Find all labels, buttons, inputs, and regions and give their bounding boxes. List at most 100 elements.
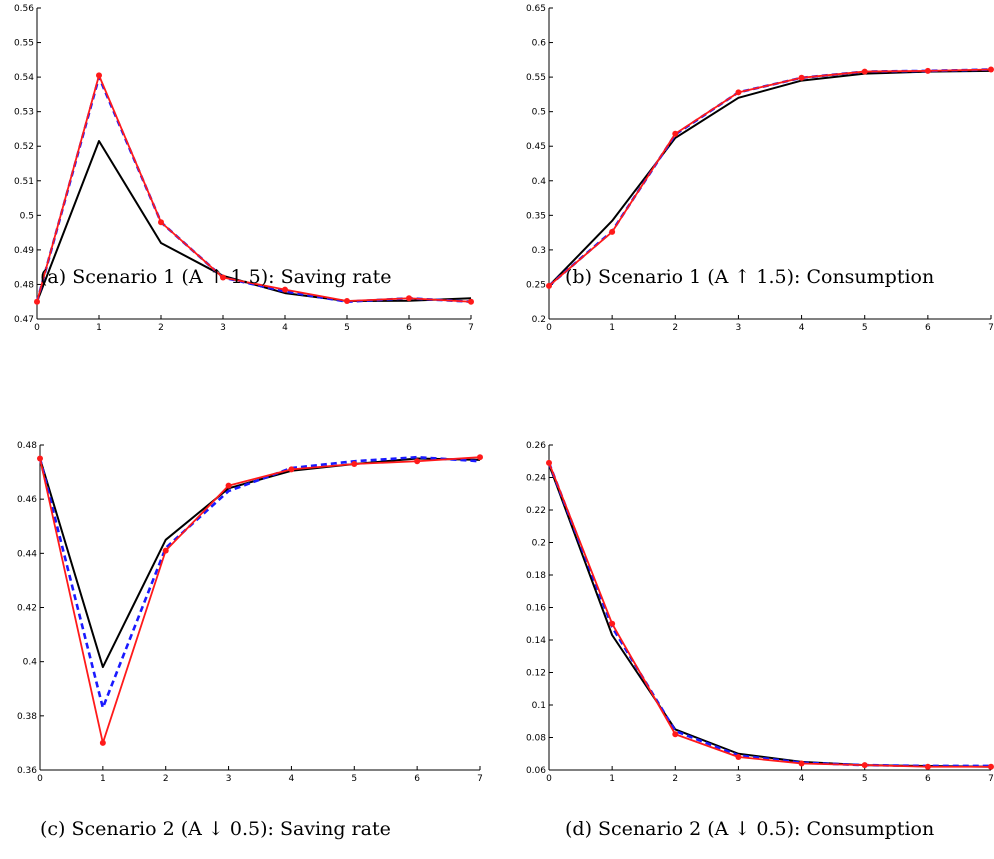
- y-tick-label: 0.52: [14, 142, 34, 152]
- y-tick-label: 0.36: [17, 766, 37, 776]
- x-tick-label: 7: [988, 323, 994, 333]
- caption-b: (b) Scenario 1 (A ↑ 1.5): Consumption: [565, 266, 935, 288]
- y-tick-label: 0.26: [526, 441, 546, 451]
- series-point-red: [546, 459, 552, 466]
- y-tick-label: 0.55: [14, 39, 34, 49]
- series-line-dashed-blue: [547, 462, 991, 768]
- series-point-red: [477, 454, 483, 461]
- caption-a: (a) Scenario 1 (A ↑ 1.5): Saving rate: [40, 266, 392, 288]
- chart-panel-c: 0.36 0.38 0.4 0.42 0.44 0.46 0.48 0 1 2 3 4 5 6 7: [0, 430, 483, 790]
- y-tick-label: 0.3: [532, 246, 546, 256]
- y-tick-label: 0.42: [17, 604, 37, 614]
- series-point-red: [96, 72, 102, 79]
- series-point-red: [672, 731, 679, 738]
- series-point-red: [468, 298, 474, 305]
- x-tick-label: 1: [609, 323, 615, 333]
- x-tick-label: 2: [158, 323, 164, 333]
- series-point-red: [924, 67, 931, 74]
- series-point-red: [546, 282, 552, 289]
- consumption-scenario-2-chart: 0.06 0.08 0.1 0.12 0.14 0.16 0.18 0.2 0.22 0.24 0.…: [526, 441, 994, 784]
- y-tick-label: 0.1: [532, 701, 546, 711]
- y-tick-label: 0.53: [14, 108, 34, 118]
- x-tick-label: 5: [862, 774, 868, 784]
- series-point-red: [220, 274, 226, 281]
- series-point-red: [988, 66, 994, 73]
- y-tick-label: 0.65: [526, 4, 546, 14]
- series-point-red: [158, 219, 164, 226]
- y-tick-label: 0.48: [14, 280, 34, 290]
- series-line-solid-red-dots: [36, 74, 472, 303]
- series-line-solid-black: [548, 69, 992, 287]
- y-tick-label: 0.16: [526, 604, 546, 614]
- y-tick-label: 0.44: [17, 549, 37, 559]
- x-tick-label: 7: [468, 323, 474, 333]
- x-tick-label: 0: [546, 323, 552, 333]
- x-tick-label: 2: [672, 323, 678, 333]
- y-tick-label: 0.38: [17, 712, 37, 722]
- x-tick-label: 6: [414, 774, 420, 784]
- y-tick-label: 0.25: [526, 280, 546, 290]
- series-point-red: [99, 739, 106, 746]
- x-tick-label: 3: [736, 774, 742, 784]
- y-tick-label: 0.54: [14, 73, 34, 83]
- series-point-red: [861, 762, 868, 769]
- y-tick-label: 0.18: [526, 571, 546, 581]
- caption-d: (d) Scenario 2 (A ↓ 0.5): Consumption: [565, 818, 935, 840]
- x-tick-label: 3: [226, 774, 232, 784]
- series-line-solid-red-dots: [548, 462, 991, 768]
- series-point-red: [861, 68, 868, 75]
- series-point-red: [609, 620, 616, 627]
- x-tick-label: 0: [34, 323, 40, 333]
- y-tick-label: 0.4: [23, 658, 38, 668]
- series-point-red: [162, 547, 169, 554]
- y-tick-label: 0.5: [532, 108, 546, 118]
- series-line-dashed-blue: [38, 455, 481, 710]
- series-point-red: [735, 89, 742, 96]
- x-tick-label: 5: [862, 323, 868, 333]
- y-tick-label: 0.56: [14, 4, 34, 14]
- series-point-red: [609, 228, 616, 235]
- y-tick-label: 0.48: [17, 441, 37, 451]
- x-tick-label: 5: [351, 774, 357, 784]
- series-point-red: [988, 763, 994, 770]
- y-tick-label: 0.6: [532, 39, 547, 49]
- series-line-solid-black: [548, 464, 992, 768]
- series-line-solid-red-dots: [548, 68, 992, 287]
- chart-panel-d: 0.06 0.08 0.1 0.12 0.14 0.16 0.18 0.2 0.22 0.24 0.…: [500, 430, 994, 790]
- series-point-red: [735, 754, 742, 760]
- y-tick-label: 0.24: [526, 474, 546, 484]
- series-point-red: [282, 286, 288, 293]
- chart-panel-a: 0.47 0.48 0.49 0.5 0.51 0.52 0.53 0.54 0.55 0.56 0…: [0, 0, 480, 333]
- consumption-scenario-1-chart: 0.2 0.25 0.3 0.35 0.4 0.45 0.5 0.55 0.6 0.65 0 1 2 3 4…: [526, 4, 994, 333]
- x-tick-label: 7: [988, 774, 994, 784]
- series-point-red: [37, 455, 43, 462]
- series-point-red: [924, 763, 931, 770]
- y-tick-label: 0.2: [532, 539, 546, 549]
- x-tick-label: 4: [289, 774, 295, 784]
- series-point-red: [288, 466, 295, 473]
- y-tick-label: 0.4: [532, 177, 547, 187]
- x-tick-label: 1: [96, 323, 102, 333]
- x-tick-label: 2: [672, 774, 678, 784]
- x-tick-label: 4: [799, 323, 805, 333]
- chart-panel-b: 0.2 0.25 0.3 0.35 0.4 0.45 0.5 0.55 0.6 0.65 0 1 2 3 4…: [500, 0, 994, 333]
- series-point-red: [34, 298, 40, 305]
- series-point-red: [672, 130, 679, 137]
- x-tick-label: 1: [100, 774, 106, 784]
- y-tick-label: 0.46: [17, 495, 37, 505]
- x-tick-label: 5: [344, 323, 350, 333]
- y-tick-label: 0.51: [14, 177, 34, 187]
- y-tick-label: 0.22: [526, 506, 546, 516]
- x-tick-label: 7: [477, 774, 483, 784]
- y-tick-label: 0.2: [532, 315, 546, 325]
- y-tick-label: 0.14: [526, 636, 546, 646]
- x-tick-label: 2: [163, 774, 169, 784]
- x-tick-label: 4: [282, 323, 288, 333]
- x-tick-label: 1: [609, 774, 615, 784]
- y-tick-label: 0.55: [526, 73, 546, 83]
- x-tick-label: 4: [799, 774, 805, 784]
- y-tick-label: 0.08: [526, 734, 546, 744]
- y-tick-label: 0.45: [526, 142, 546, 152]
- x-tick-label: 6: [925, 774, 931, 784]
- series-point-red: [414, 458, 421, 465]
